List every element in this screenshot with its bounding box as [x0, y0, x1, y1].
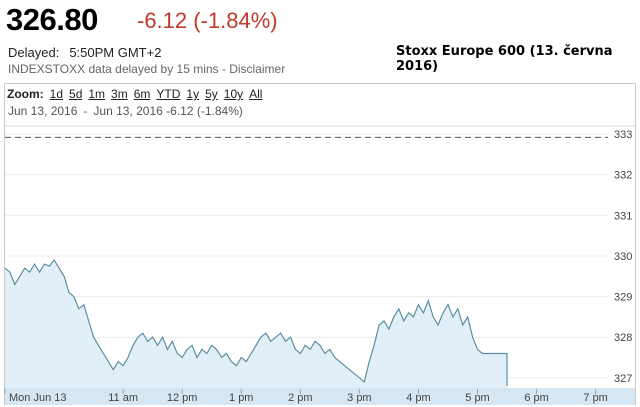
- area-fill: [5, 260, 507, 388]
- x-tick-label: 2 pm: [288, 392, 312, 404]
- delayed-label: Delayed:: [8, 45, 60, 60]
- x-tick-label: 7 pm: [583, 392, 607, 404]
- range-end: Jun 13, 2016: [93, 104, 163, 118]
- zoom-1y[interactable]: 1y: [186, 87, 200, 101]
- data-disclaimer[interactable]: INDEXSTOXX data delayed by 15 mins - Dis…: [8, 62, 286, 76]
- y-tick-label: 330: [614, 251, 632, 263]
- zoom-10y[interactable]: 10y: [223, 87, 244, 101]
- zoom-3m[interactable]: 3m: [111, 87, 128, 101]
- y-tick-label: 329: [614, 292, 632, 304]
- x-tick-label: 1 pm: [229, 392, 253, 404]
- zoom-1d[interactable]: 1d: [49, 87, 64, 101]
- x-tick-label: 3 pm: [347, 392, 371, 404]
- zoom-1m[interactable]: 1m: [88, 87, 106, 101]
- zoom-5d[interactable]: 5d: [69, 87, 83, 101]
- range-change: -6.12 (-1.84%): [166, 104, 243, 118]
- x-tick-label: 4 pm: [406, 392, 430, 404]
- range-start: Jun 13, 2016: [8, 104, 78, 118]
- last-price: 326.80: [6, 2, 98, 37]
- chart-caption: Stoxx Europe 600 (13. června 2016): [396, 44, 613, 74]
- x-tick-label: Mon Jun 13: [9, 392, 66, 404]
- zoom-5y[interactable]: 5y: [205, 87, 218, 101]
- delay-status: Delayed: 5:50PM GMT+2: [8, 45, 161, 60]
- price-change: -6.12 (-1.84%): [137, 8, 278, 33]
- x-tick-label: 12 pm: [167, 392, 198, 404]
- series-line: [4, 258, 508, 386]
- y-tick-label: 332: [614, 170, 632, 182]
- zoom-label: Zoom:: [7, 87, 44, 101]
- range-separator: -: [83, 104, 88, 118]
- zoom-bar: Zoom: 1d 5d 1m 3m 6m YTD 1y 5y 10y All: [7, 87, 268, 101]
- y-tick-label: 327: [614, 373, 632, 385]
- x-tick-label: 11 am: [108, 392, 138, 404]
- y-tick-label: 331: [614, 210, 632, 222]
- y-tick-label: 333: [614, 129, 632, 141]
- y-tick-labels: 327 328 329 330 331 332 333: [614, 129, 632, 385]
- date-range: Jun 13, 2016- Jun 13, 2016 -6.12 (-1.84%): [8, 104, 243, 118]
- zoom-6m[interactable]: 6m: [133, 87, 151, 101]
- x-tick-labels: Mon Jun 13 11 am 12 pm 1 pm 2 pm 3 pm 4 pm 5 pm…: [4, 389, 608, 404]
- zoom-ytd[interactable]: YTD: [156, 87, 181, 101]
- x-tick-label: 6 pm: [524, 392, 548, 404]
- y-tick-label: 328: [614, 332, 632, 344]
- x-tick-label: 5 pm: [465, 392, 489, 404]
- delayed-time: 5:50PM GMT+2: [69, 45, 162, 60]
- zoom-all[interactable]: All: [249, 87, 263, 101]
